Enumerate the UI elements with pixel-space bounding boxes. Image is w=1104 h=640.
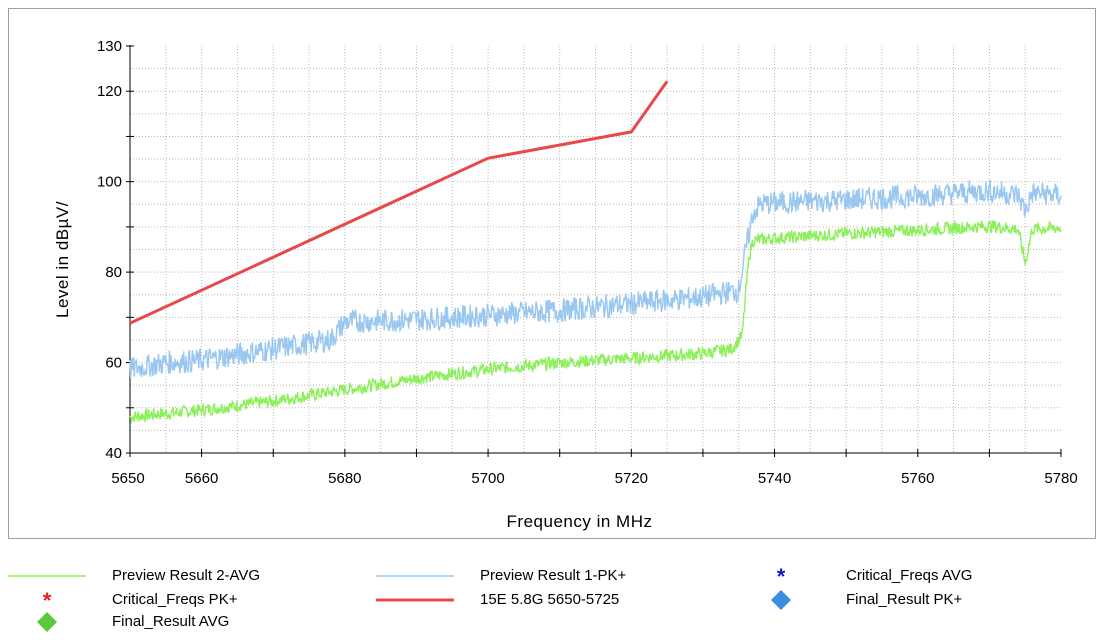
legend-line-marker <box>376 575 454 577</box>
y-tick-label: 60 <box>105 355 122 372</box>
diamond-shape <box>37 612 57 632</box>
x-tick-label: 5660 <box>185 470 218 487</box>
x-tick-label: 5760 <box>901 470 934 487</box>
x-tick-label: 5740 <box>758 470 791 487</box>
x-axis-title: Frequency in MHz <box>507 512 653 531</box>
asterisk-glyph: * <box>43 589 52 611</box>
x-tick-label: 5780 <box>1044 470 1077 487</box>
asterisk-glyph: * <box>777 565 786 587</box>
y-tick-label: 100 <box>97 174 122 191</box>
asterisk-icon: * <box>43 589 52 611</box>
y-axis-title: Level in dBµV/ <box>53 201 72 318</box>
legend-label: Critical_Freqs PK+ <box>112 591 238 608</box>
legend-line-marker <box>8 575 86 577</box>
legend-label: Preview Result 2-AVG <box>112 567 261 584</box>
y-tick-label: 80 <box>105 264 122 281</box>
legend-label: Final_Result AVG <box>112 613 230 630</box>
series-limit-line <box>129 80 669 325</box>
chart-plot: 40 60 80 100 120 130 5650 5660 5680 5700 5720 5740 5… <box>53 38 1078 531</box>
series-preview-pk <box>129 179 1062 379</box>
series-preview-avg <box>129 219 1062 425</box>
legend-label: Critical_Freqs AVG <box>846 567 973 584</box>
diamond-icon <box>37 612 57 632</box>
diamond-shape <box>771 590 791 610</box>
legend-label: Preview Result 1-PK+ <box>480 567 627 584</box>
legend-label: 15E 5.8G 5650-5725 <box>480 591 620 608</box>
chart-legend: Preview Result 2-AVG Preview Result 1-PK… <box>0 560 1104 640</box>
x-tick-label: 5720 <box>615 470 648 487</box>
x-tick-label: 5650 <box>111 470 144 487</box>
y-tick-label: 120 <box>97 83 122 100</box>
asterisk-icon: * <box>777 565 786 587</box>
legend-line-marker <box>376 598 454 602</box>
chart-frame <box>8 8 1096 539</box>
x-tick-label: 5700 <box>471 470 504 487</box>
y-tick-label: 130 <box>97 38 122 55</box>
diamond-icon <box>771 590 791 610</box>
x-tick-label: 5680 <box>328 470 361 487</box>
legend-label: Final_Result PK+ <box>846 591 963 608</box>
y-tick-label: 40 <box>105 445 122 462</box>
